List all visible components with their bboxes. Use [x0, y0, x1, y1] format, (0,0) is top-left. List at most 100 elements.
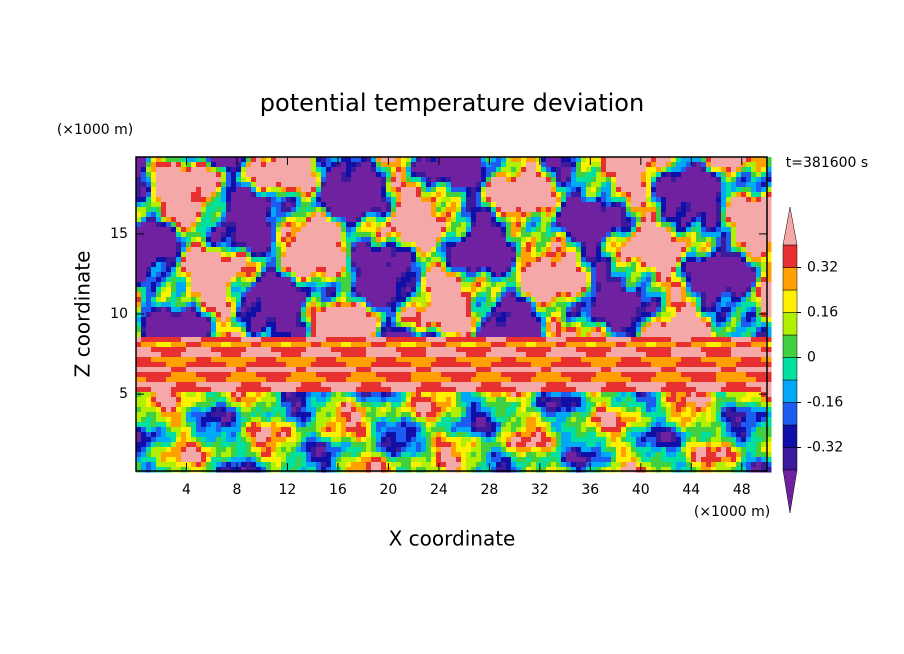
- field-cell: [216, 232, 222, 238]
- field-cell: [146, 237, 152, 243]
- field-cell: [366, 302, 372, 308]
- field-cell: [766, 177, 772, 183]
- field-cell: [646, 237, 652, 243]
- field-cell: [466, 222, 472, 228]
- field-cell: [436, 212, 442, 218]
- field-cell: [506, 157, 512, 163]
- field-cell: [446, 252, 452, 258]
- field-cell: [581, 157, 587, 163]
- field-cell: [346, 327, 352, 333]
- field-cell: [236, 262, 242, 268]
- field-cell: [361, 322, 367, 328]
- field-cell: [371, 222, 377, 228]
- field-cell: [236, 177, 242, 183]
- field-cell: [296, 287, 302, 293]
- field-cell: [261, 232, 267, 238]
- field-cell: [291, 297, 297, 303]
- field-cell: [371, 262, 377, 268]
- field-cell: [476, 287, 482, 293]
- field-cell: [666, 167, 672, 173]
- field-cell: [216, 342, 222, 348]
- field-cell: [691, 347, 697, 353]
- field-cell: [661, 297, 667, 303]
- field-cell: [341, 257, 347, 263]
- field-cell: [401, 307, 407, 313]
- field-cell: [316, 182, 322, 188]
- field-cell: [176, 212, 182, 218]
- field-cell: [331, 337, 337, 343]
- field-cell: [341, 317, 347, 323]
- field-cell: [441, 287, 447, 293]
- field-cell: [441, 307, 447, 313]
- field-cell: [706, 157, 712, 163]
- field-cell: [486, 292, 492, 298]
- field-cell: [181, 312, 187, 318]
- field-cell: [451, 277, 457, 283]
- field-cell: [271, 157, 277, 163]
- field-cell: [666, 172, 672, 178]
- field-cell: [756, 282, 762, 288]
- field-cell: [581, 277, 587, 283]
- field-cell: [691, 277, 697, 283]
- field-cell: [681, 157, 687, 163]
- field-cell: [311, 282, 317, 288]
- field-cell: [476, 217, 482, 223]
- field-cell: [646, 212, 652, 218]
- field-cell: [666, 157, 672, 163]
- field-cell: [181, 162, 187, 168]
- field-cell: [406, 272, 412, 278]
- field-cell: [331, 332, 337, 338]
- field-cell: [171, 162, 177, 168]
- field-cell: [271, 312, 277, 318]
- field-cell: [321, 342, 327, 348]
- field-cell: [476, 167, 482, 173]
- field-cell: [486, 347, 492, 353]
- field-cell: [496, 262, 502, 268]
- field-cell: [336, 302, 342, 308]
- field-cell: [286, 252, 292, 258]
- field-cell: [551, 157, 557, 163]
- field-cell: [251, 202, 257, 208]
- field-cell: [686, 342, 692, 348]
- field-cell: [301, 257, 307, 263]
- field-cell: [436, 292, 442, 298]
- field-cell: [391, 182, 397, 188]
- field-cell: [746, 212, 752, 218]
- field-cell: [461, 312, 467, 318]
- field-cell: [551, 322, 557, 328]
- field-cell: [746, 162, 752, 168]
- field-cell: [566, 217, 572, 223]
- field-cell: [591, 232, 597, 238]
- field-cell: [346, 322, 352, 328]
- field-cell: [296, 312, 302, 318]
- field-cell: [726, 197, 732, 203]
- field-cell: [606, 207, 612, 213]
- field-cell: [346, 262, 352, 268]
- field-cell: [646, 337, 652, 343]
- field-cell: [701, 192, 707, 198]
- field-cell: [626, 252, 632, 258]
- field-cell: [616, 157, 622, 163]
- field-cell: [671, 322, 677, 328]
- field-cell: [351, 352, 357, 358]
- field-cell: [581, 182, 587, 188]
- field-cell: [741, 257, 747, 263]
- field-cell: [526, 192, 532, 198]
- field-cell: [446, 322, 452, 328]
- field-cell: [476, 292, 482, 298]
- field-cell: [376, 177, 382, 183]
- field-cell: [561, 322, 567, 328]
- field-cell: [491, 157, 497, 163]
- field-cell: [366, 207, 372, 213]
- field-cell: [581, 167, 587, 173]
- field-cell: [766, 292, 772, 298]
- field-cell: [526, 227, 532, 233]
- field-cell: [726, 307, 732, 313]
- field-cell: [746, 157, 752, 163]
- field-cell: [216, 277, 222, 283]
- field-cell: [731, 222, 737, 228]
- field-cell: [756, 182, 762, 188]
- field-cell: [136, 197, 142, 203]
- field-cell: [511, 272, 517, 278]
- field-cell: [241, 267, 247, 273]
